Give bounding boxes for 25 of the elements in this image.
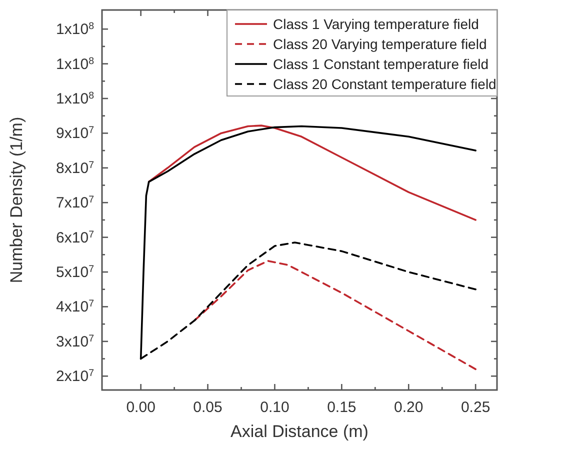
y-tick-label: 5x10$^{7}$ [56, 264, 94, 282]
x-axis-title: Axial Distance (m) [230, 422, 368, 441]
y-tick-label: 1x10$^{8}$ [56, 55, 94, 73]
y-tick-label: 9x10$^{7}$ [56, 124, 94, 142]
x-tick-label: 0.25 [460, 399, 490, 416]
y-tick-label: 4x10$^{7}$ [56, 298, 94, 316]
legend-label: Class 20 Varying temperature field [273, 36, 487, 52]
y-tick-label: 2x10$^{7}$ [56, 368, 94, 386]
x-tick-label: 0.00 [126, 399, 156, 416]
y-tick-label: 1x10$^{8}$ [56, 20, 94, 38]
x-tick-label: 0.05 [193, 399, 222, 416]
line-series [193, 260, 476, 370]
y-axis-title: Number Density (1/m) [7, 116, 26, 284]
y-tick-label: 6x10$^{7}$ [56, 228, 94, 246]
y-tick-label: 7x10$^{7}$ [56, 194, 94, 212]
legend-label: Class 20 Constant temperature field [273, 76, 496, 92]
y-tick-label: 1x10$^{8}$ [56, 90, 94, 108]
x-tick-label: 0.15 [327, 399, 356, 416]
legend-label: Class 1 Varying temperature field [273, 16, 479, 32]
x-tick-label: 0.10 [260, 399, 290, 416]
x-tick-label: 0.20 [394, 399, 424, 416]
y-tick-label: 8x10$^{7}$ [56, 159, 94, 177]
line-series [148, 124, 476, 221]
y-tick-label: 3x10$^{7}$ [56, 332, 94, 350]
legend-label: Class 1 Constant temperature field [273, 56, 489, 72]
